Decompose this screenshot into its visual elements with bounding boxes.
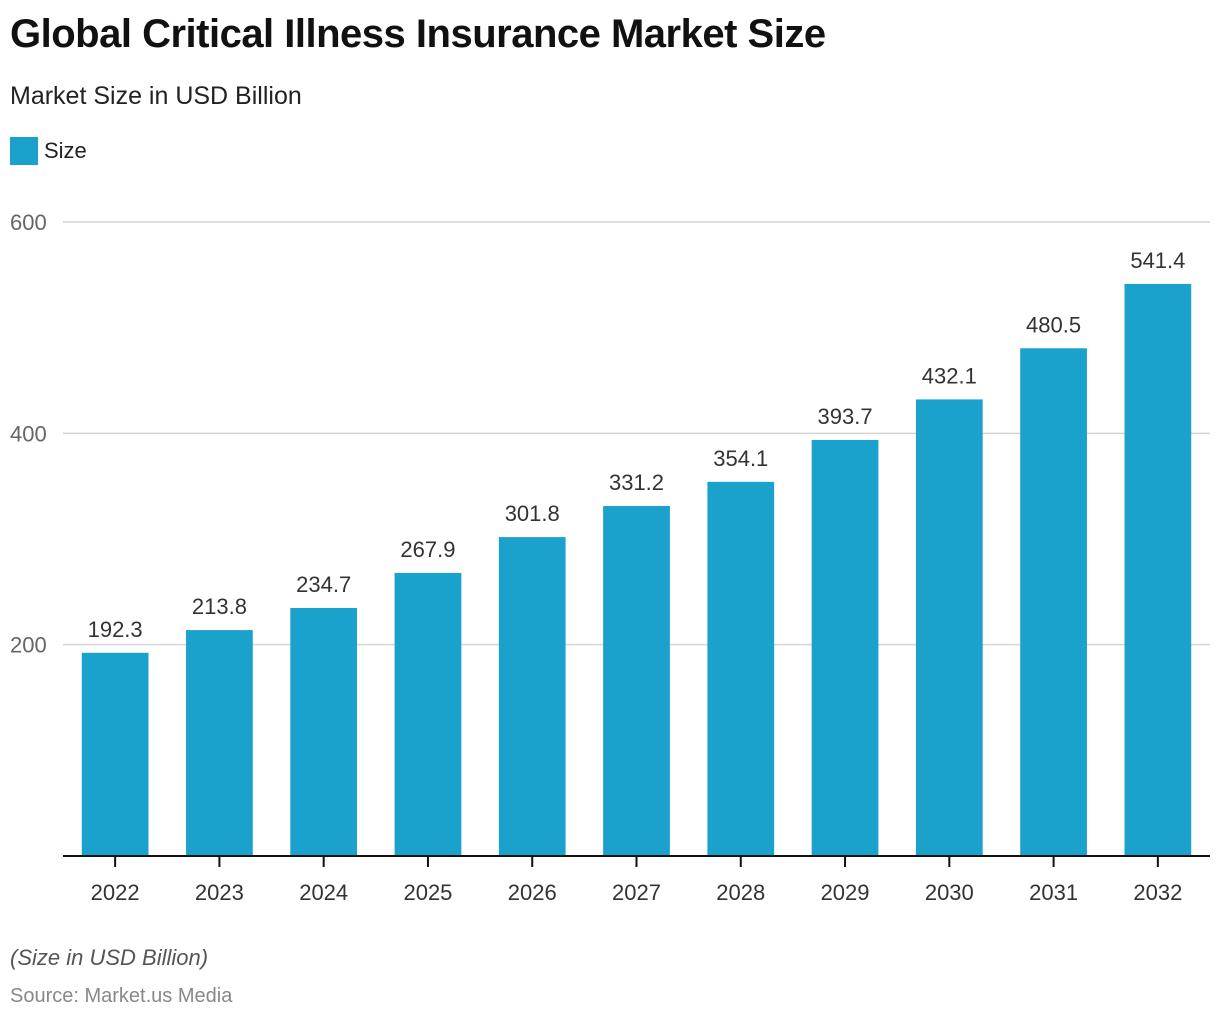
chart-source: Source: Market.us Media	[10, 985, 233, 1007]
bars	[81, 283, 1192, 856]
chart-title: Global Critical Illness Insurance Market…	[10, 12, 826, 56]
data-label-2031: 480.5	[1026, 312, 1081, 337]
x-tick-label-2027: 2027	[612, 880, 661, 905]
bar-2027	[603, 506, 670, 856]
x-tick-label-2026: 2026	[508, 880, 557, 905]
x-tick-label-2031: 2031	[1029, 880, 1078, 905]
x-tick-label-2022: 2022	[91, 880, 140, 905]
x-tick-label-2029: 2029	[821, 880, 870, 905]
data-label-2026: 301.8	[505, 501, 560, 526]
x-tick-label-2025: 2025	[403, 880, 452, 905]
bar-2032	[1124, 283, 1192, 856]
data-label-2030: 432.1	[922, 363, 977, 388]
x-axis: 2022 2023 2024 2025 2026 2027 2028 2029 2030 2031…	[63, 855, 1210, 905]
bar-2031	[1020, 348, 1087, 856]
data-label-2029: 393.7	[818, 404, 873, 429]
chart-note: (Size in USD Billion)	[10, 945, 209, 970]
y-axis-ticks: 200 400 600	[10, 210, 47, 658]
x-tick-label-2032: 2032	[1133, 880, 1182, 905]
y-tick-label-600: 600	[10, 210, 47, 235]
legend: Size	[10, 137, 87, 165]
legend-swatch-size	[10, 137, 38, 165]
bar-2024	[290, 608, 358, 856]
x-tick-label-2023: 2023	[195, 880, 244, 905]
bar-2022	[81, 652, 149, 856]
data-label-2027: 331.2	[609, 470, 664, 495]
data-labels: 192.3 213.8 234.7 267.9 301.8 331.2 354.1 393.7…	[88, 248, 1186, 642]
data-label-2022: 192.3	[88, 617, 143, 642]
x-tick-label-2024: 2024	[299, 880, 348, 905]
y-tick-label-200: 200	[10, 633, 47, 658]
data-label-2025: 267.9	[400, 537, 455, 562]
chart-subtitle: Market Size in USD Billion	[10, 82, 302, 110]
x-tick-label-2028: 2028	[716, 880, 765, 905]
bar-2029	[811, 439, 879, 856]
bar-2025	[394, 572, 462, 856]
bar-2026	[498, 537, 566, 856]
data-label-2032: 541.4	[1130, 248, 1185, 273]
bar-2030	[915, 399, 983, 856]
data-label-2023: 213.8	[192, 594, 247, 619]
x-tick-label-2030: 2030	[925, 880, 974, 905]
data-label-2028: 354.1	[713, 446, 768, 471]
y-tick-label-400: 400	[10, 421, 47, 446]
legend-label-size: Size	[44, 138, 87, 163]
bar-2023	[186, 630, 253, 856]
data-label-2024: 234.7	[296, 572, 351, 597]
bar-2028	[707, 481, 775, 856]
